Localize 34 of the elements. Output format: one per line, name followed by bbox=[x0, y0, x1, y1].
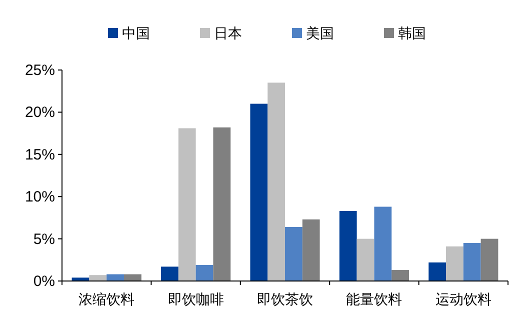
bar bbox=[356, 238, 374, 281]
legend-label: 中国 bbox=[122, 25, 150, 41]
bar bbox=[302, 219, 320, 281]
legend-label: 日本 bbox=[214, 25, 242, 41]
bar bbox=[161, 266, 178, 281]
y-tick-label: 20% bbox=[24, 104, 55, 122]
bar bbox=[339, 210, 357, 281]
y-tick-label: 25% bbox=[24, 62, 55, 79]
bar bbox=[196, 264, 214, 281]
bar bbox=[250, 104, 268, 281]
bar bbox=[106, 274, 124, 281]
legend-label: 韩国 bbox=[398, 25, 426, 41]
bar bbox=[392, 270, 409, 281]
bar bbox=[480, 238, 498, 281]
bar bbox=[268, 82, 285, 281]
legend-label: 美国 bbox=[306, 25, 334, 41]
bar bbox=[213, 127, 231, 281]
y-tick-label: 5% bbox=[33, 230, 55, 248]
bar bbox=[374, 206, 392, 281]
x-tick-label: 即饮茶饮 bbox=[257, 291, 313, 307]
x-tick-label: 浓缩饮料 bbox=[78, 291, 135, 307]
bar bbox=[463, 243, 481, 281]
bar bbox=[285, 226, 302, 281]
bar bbox=[178, 128, 196, 281]
bar bbox=[89, 275, 107, 281]
y-tick-label: 15% bbox=[24, 146, 55, 164]
x-tick-label: 能量饮料 bbox=[346, 291, 402, 307]
x-tick-label: 即饮咖啡 bbox=[168, 291, 224, 307]
y-tick-label: 0% bbox=[33, 273, 55, 290]
x-tick-label: 运动饮料 bbox=[435, 291, 492, 307]
y-tick-label: 10% bbox=[24, 188, 55, 206]
bar bbox=[428, 262, 446, 281]
bar bbox=[124, 274, 142, 281]
bar bbox=[446, 246, 464, 281]
